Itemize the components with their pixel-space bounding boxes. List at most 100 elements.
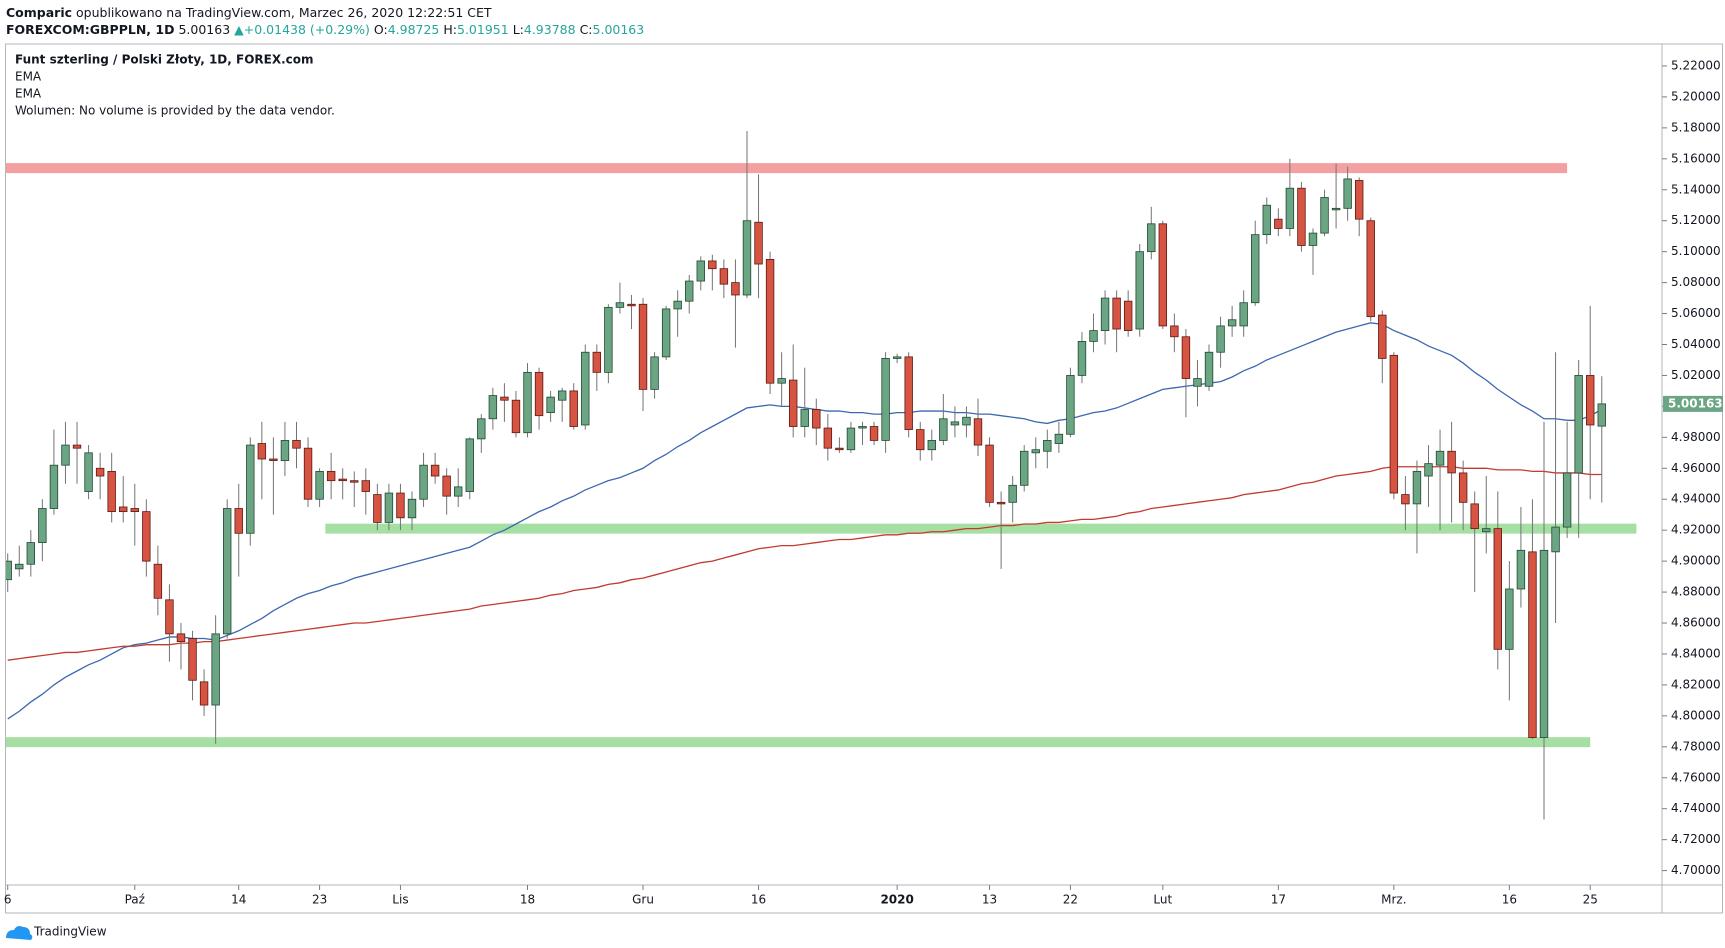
candle-body bbox=[1354, 180, 1364, 220]
candle-body bbox=[1100, 297, 1110, 331]
candle-body bbox=[49, 464, 59, 509]
candle-body bbox=[257, 443, 267, 460]
ohlc-label: H: bbox=[443, 22, 457, 37]
candle-body bbox=[1308, 232, 1318, 246]
y-tick-label: 4.70000 bbox=[1671, 863, 1721, 877]
candle-body bbox=[199, 681, 209, 706]
candle-body bbox=[1274, 218, 1283, 229]
y-tick-label: 4.90000 bbox=[1671, 554, 1721, 568]
x-tick-label: Mrz. bbox=[1381, 893, 1406, 907]
candle-body bbox=[927, 440, 936, 451]
candle-body bbox=[1470, 503, 1479, 530]
candle-body bbox=[1170, 325, 1179, 338]
candle-body bbox=[1458, 472, 1468, 503]
x-tick-label: 16 bbox=[1502, 893, 1517, 907]
candle-body bbox=[685, 280, 694, 302]
volume-note: Wolumen: No volume is provided by the da… bbox=[15, 104, 335, 118]
candle-body bbox=[754, 221, 763, 265]
candle-body bbox=[835, 447, 844, 451]
change: +0.01438 (+0.29%) bbox=[244, 22, 370, 37]
plot bbox=[6, 130, 1637, 820]
ohlc-label: C: bbox=[580, 22, 593, 37]
symbol-line: FOREXCOM:GBPPLN, 1D 5.00163 ▲+0.01438 (+… bbox=[6, 22, 644, 37]
candle-body bbox=[604, 306, 613, 373]
header-line: Comparic opublikowano na TradingView.com… bbox=[6, 5, 492, 20]
candle-body bbox=[1204, 351, 1214, 387]
candle-body bbox=[315, 470, 324, 500]
y-tick-label: 4.98000 bbox=[1671, 430, 1721, 444]
ohlc-value: 5.01951 bbox=[457, 22, 509, 37]
candle-body bbox=[1227, 319, 1237, 327]
candle-body bbox=[615, 302, 625, 308]
candle-body bbox=[72, 444, 82, 449]
candle-body bbox=[442, 475, 451, 497]
brand: TradingView bbox=[33, 925, 107, 939]
candle-body bbox=[916, 429, 925, 451]
candle-body bbox=[742, 220, 752, 296]
frame bbox=[5, 43, 1723, 914]
ohlc-value: 4.93788 bbox=[524, 22, 576, 37]
published: opublikowano na TradingView.com, Marzec … bbox=[76, 5, 492, 20]
x-tick-label: 25 bbox=[1583, 893, 1598, 907]
candle-body bbox=[1031, 449, 1040, 454]
candle-body bbox=[119, 506, 128, 513]
candle-body bbox=[823, 427, 833, 449]
candle-body bbox=[1297, 187, 1306, 246]
candle-body bbox=[326, 470, 336, 482]
candle-body bbox=[1158, 223, 1168, 327]
candle-body bbox=[246, 444, 255, 534]
candle-body bbox=[396, 492, 405, 519]
x-tick-label: Paź bbox=[125, 893, 145, 907]
candle-body bbox=[962, 416, 971, 426]
candle-body bbox=[985, 444, 994, 503]
candle-body bbox=[777, 378, 786, 384]
candle-body bbox=[292, 440, 301, 449]
y-tick-label: 5.08000 bbox=[1671, 275, 1721, 289]
x-tick-label: 23 bbox=[312, 893, 327, 907]
x-tick-label: 16 bbox=[751, 893, 766, 907]
y-tick-label: 4.86000 bbox=[1671, 616, 1721, 630]
candle-body bbox=[454, 486, 463, 497]
candle-body bbox=[731, 282, 740, 296]
candle-body bbox=[107, 470, 116, 513]
legend-title: Funt szterling / Polski Złoty, 1D, FOREX… bbox=[15, 53, 314, 67]
candle-body bbox=[881, 358, 890, 441]
candle-body bbox=[523, 371, 532, 434]
candle-body bbox=[1586, 375, 1595, 426]
candle-body bbox=[1066, 375, 1075, 435]
candle-body bbox=[95, 467, 105, 477]
candle-body bbox=[1378, 314, 1387, 359]
candle-body bbox=[996, 501, 1006, 505]
brand-logo bbox=[6, 926, 33, 940]
candle-body bbox=[26, 542, 36, 565]
candle-body bbox=[1551, 526, 1560, 553]
candle-body bbox=[500, 396, 509, 401]
candle-body bbox=[165, 599, 174, 635]
candle-body bbox=[465, 438, 474, 492]
candle-body bbox=[1147, 223, 1156, 253]
candle-body bbox=[511, 399, 521, 434]
candle-body bbox=[1597, 403, 1606, 427]
candle-body bbox=[1424, 463, 1433, 477]
candle-body bbox=[1562, 472, 1572, 528]
y-tick-label: 4.88000 bbox=[1671, 585, 1721, 599]
candle-body bbox=[361, 480, 370, 492]
y-tick-label: 4.78000 bbox=[1671, 739, 1721, 753]
candle-body bbox=[569, 390, 578, 427]
candle-body bbox=[222, 508, 232, 635]
x-tick-label: Lis bbox=[392, 893, 408, 907]
price-label-box bbox=[1663, 395, 1723, 412]
candle-body bbox=[638, 303, 648, 390]
y-tick-label: 4.96000 bbox=[1671, 461, 1721, 475]
y-tick-label: 4.74000 bbox=[1671, 801, 1721, 815]
candle-body bbox=[973, 418, 983, 446]
candle-body bbox=[1574, 375, 1583, 474]
symbol: FOREXCOM:GBPPLN, 1D bbox=[6, 22, 174, 37]
candle-body bbox=[303, 447, 313, 500]
y-tick-label: 5.02000 bbox=[1671, 368, 1721, 382]
zone bbox=[6, 163, 1568, 174]
candle-body bbox=[419, 464, 428, 500]
x-tick-label: 6 bbox=[4, 893, 12, 907]
y-tick-label: 4.80000 bbox=[1671, 708, 1721, 722]
candle-body bbox=[61, 444, 70, 466]
